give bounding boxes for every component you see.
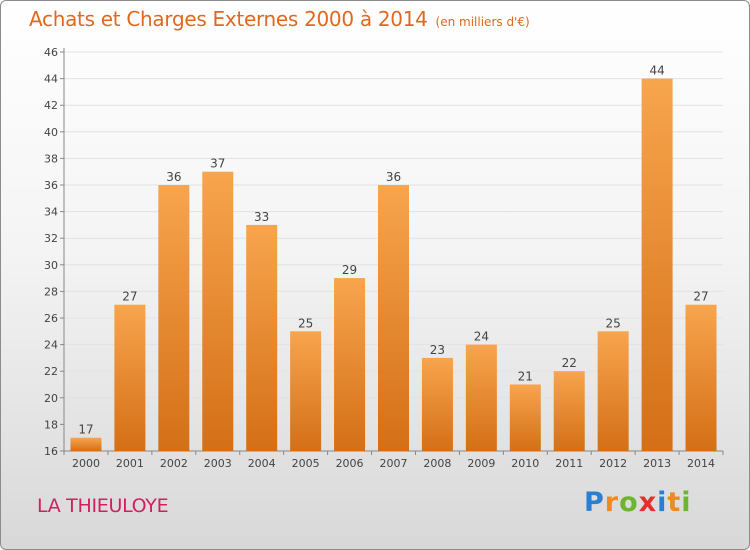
- logo-letter: t: [667, 487, 682, 518]
- x-tick-label: 2004: [248, 457, 276, 470]
- y-tick-label: 46: [44, 46, 58, 59]
- y-tick-label: 38: [44, 152, 58, 165]
- commune-name: LA THIEULOYE: [37, 495, 169, 517]
- data-label: 23: [430, 343, 445, 357]
- x-tick-label: 2003: [204, 457, 232, 470]
- logo-letter: x: [638, 487, 658, 518]
- data-label: 33: [254, 210, 269, 224]
- proxiti-logo: Proxiti: [584, 487, 692, 518]
- bar: [290, 331, 322, 451]
- data-label: 21: [518, 370, 533, 384]
- logo-letter: i: [681, 487, 692, 518]
- chart-subtitle: (en milliers d'€): [435, 15, 530, 29]
- x-tick-label: 2011: [555, 457, 583, 470]
- x-tick-label: 2000: [72, 457, 100, 470]
- y-tick-label: 34: [44, 206, 58, 219]
- bar: [685, 304, 717, 451]
- bar: [421, 357, 453, 451]
- data-label: 44: [649, 64, 664, 78]
- y-tick-label: 20: [44, 392, 58, 405]
- logo-letter: P: [584, 487, 605, 518]
- data-label: 29: [342, 263, 357, 277]
- chart-title: Achats et Charges Externes 2000 à 2014: [29, 7, 428, 31]
- y-tick-label: 28: [44, 285, 58, 298]
- bar: [597, 331, 629, 451]
- bar: [70, 437, 102, 451]
- bar: [114, 304, 146, 451]
- x-tick-label: 2013: [643, 457, 671, 470]
- x-tick-label: 2012: [599, 457, 627, 470]
- data-label: 17: [78, 423, 93, 437]
- x-tick-label: 2008: [423, 457, 451, 470]
- x-tick-label: 2002: [160, 457, 188, 470]
- y-tick-label: 26: [44, 312, 58, 325]
- data-label: 25: [606, 316, 621, 330]
- x-tick-label: 2006: [336, 457, 364, 470]
- x-tick-label: 2014: [687, 457, 715, 470]
- data-label: 36: [166, 170, 181, 184]
- bar: [509, 384, 541, 451]
- x-tick-label: 2005: [292, 457, 320, 470]
- data-label: 27: [693, 290, 708, 304]
- data-label: 37: [210, 157, 225, 171]
- bar: [641, 78, 673, 451]
- y-tick-label: 32: [44, 232, 58, 245]
- x-tick-label: 2009: [467, 457, 495, 470]
- bar: [334, 278, 366, 451]
- logo-letter: r: [604, 487, 620, 518]
- data-label: 25: [298, 316, 313, 330]
- bar: [202, 171, 234, 451]
- y-tick-label: 24: [44, 339, 58, 352]
- data-label: 22: [562, 356, 577, 370]
- y-tick-label: 16: [44, 445, 58, 458]
- chart-header: Achats et Charges Externes 2000 à 2014 (e…: [29, 7, 530, 31]
- y-tick-label: 18: [44, 418, 58, 431]
- x-tick-label: 2007: [380, 457, 408, 470]
- x-tick-label: 2001: [116, 457, 144, 470]
- y-tick-label: 36: [44, 179, 58, 192]
- bar: [465, 344, 497, 451]
- logo-letter: i: [657, 487, 668, 518]
- y-tick-label: 44: [44, 73, 58, 86]
- x-tick-label: 2010: [511, 457, 539, 470]
- data-label: 36: [386, 170, 401, 184]
- bar: [246, 224, 278, 451]
- bar: [378, 185, 409, 451]
- logo-letter: o: [619, 487, 639, 518]
- data-label: 24: [474, 330, 489, 344]
- y-tick-label: 22: [44, 365, 58, 378]
- y-tick-label: 30: [44, 259, 58, 272]
- data-label: 27: [122, 290, 137, 304]
- y-tick-label: 40: [44, 126, 58, 139]
- bar: [158, 185, 190, 451]
- bar: [553, 371, 585, 451]
- y-tick-label: 42: [44, 99, 58, 112]
